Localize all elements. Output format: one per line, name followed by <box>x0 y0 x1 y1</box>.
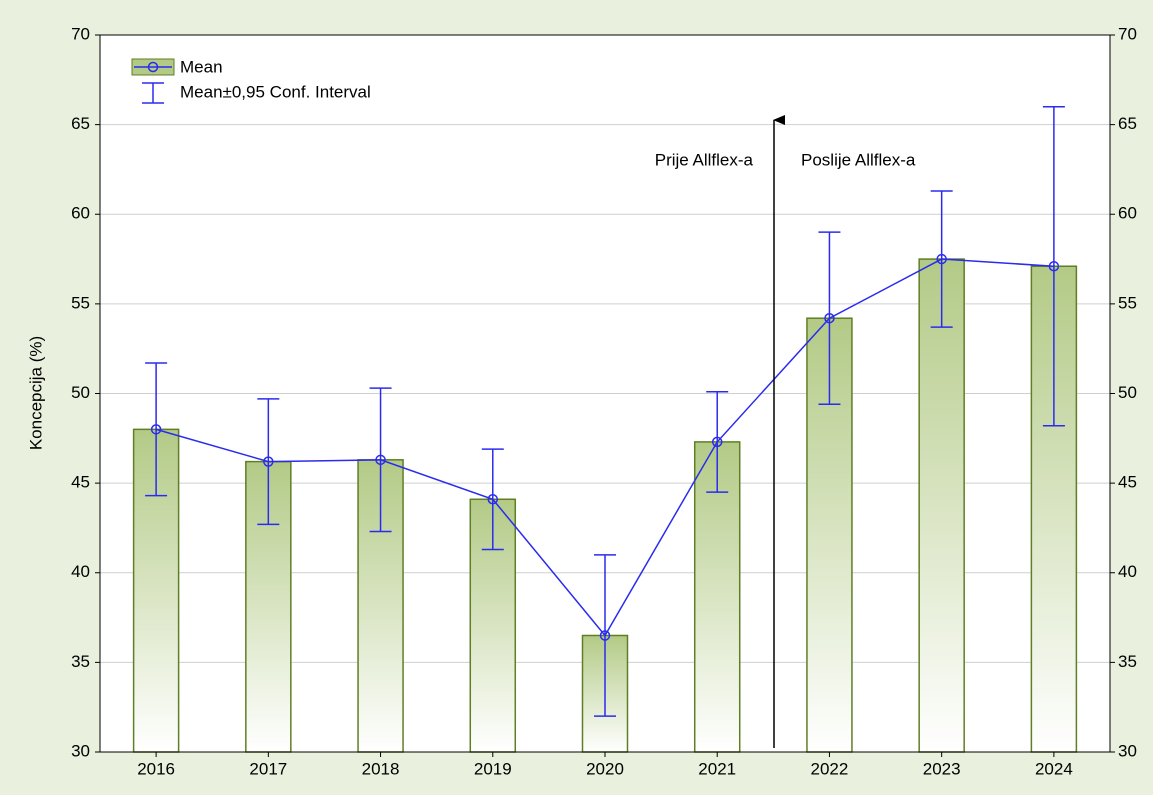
error-bar <box>594 554 616 717</box>
mean-marker <box>824 312 835 324</box>
y-tick-label: 35 <box>71 652 90 671</box>
error-bar <box>145 362 168 497</box>
x-tick-label: 2022 <box>811 759 849 778</box>
y-axis-label: Koncepcija (%) <box>26 336 45 450</box>
marks <box>132 105 1078 753</box>
y2-tick-label: 45 <box>1118 473 1137 492</box>
y2-tick-label: 60 <box>1118 204 1137 223</box>
y2-tick-label: 55 <box>1118 293 1137 312</box>
mean-marker <box>1048 260 1060 272</box>
y2-tick-label: 30 <box>1118 741 1137 760</box>
x-tick-label: 2016 <box>137 759 175 778</box>
y-tick-label: 55 <box>71 293 90 312</box>
mean-marker <box>599 630 611 641</box>
y2-tick-label: 70 <box>1118 24 1137 43</box>
mean-marker <box>487 494 499 505</box>
bar <box>132 428 180 753</box>
y-tick-label: 65 <box>71 114 90 133</box>
y-tick-label: 60 <box>71 204 90 223</box>
x-tick-label: 2024 <box>1035 759 1073 778</box>
mean-marker <box>150 424 162 435</box>
legend: Mean Mean±0,95 Conf. Interval <box>131 57 371 104</box>
x-tick-label: 2023 <box>923 759 961 778</box>
legend-label: Mean <box>180 57 223 76</box>
y2-tick-label: 40 <box>1118 562 1137 581</box>
x-tick-label: 2019 <box>474 759 512 778</box>
mean-marker <box>711 436 723 448</box>
y2-tick-label: 65 <box>1118 114 1137 133</box>
error-bar <box>257 398 280 526</box>
mean-marker <box>375 454 386 466</box>
y-tick-label: 50 <box>71 383 90 402</box>
mean-marker <box>936 253 947 265</box>
y2-tick-label: 35 <box>1118 652 1137 671</box>
annotation: Prije Allflex-a <box>655 150 754 169</box>
y2-tick-label: 50 <box>1118 383 1137 402</box>
error-bar <box>369 387 392 533</box>
error-bar <box>1042 105 1065 427</box>
y-tick-label: 45 <box>71 473 90 492</box>
y-tick-label: 70 <box>71 24 90 43</box>
error-bar <box>818 231 841 406</box>
annotation: Poslije Allflex-a <box>801 150 916 169</box>
legend-label: Mean±0,95 Conf. Interval <box>180 82 371 101</box>
x-tick-label: 2020 <box>586 759 624 778</box>
mean-marker <box>263 456 274 467</box>
y-tick-label: 30 <box>71 741 90 760</box>
x-tick-label: 2018 <box>362 759 400 778</box>
y-tick-label: 40 <box>71 562 90 581</box>
error-bar <box>481 448 504 551</box>
legend-swatch-marker <box>147 61 159 73</box>
bar <box>918 258 965 753</box>
x-tick-label: 2021 <box>698 759 736 778</box>
x-tick-label: 2017 <box>249 759 287 778</box>
error-bar <box>930 190 953 328</box>
error-bar <box>706 390 729 493</box>
